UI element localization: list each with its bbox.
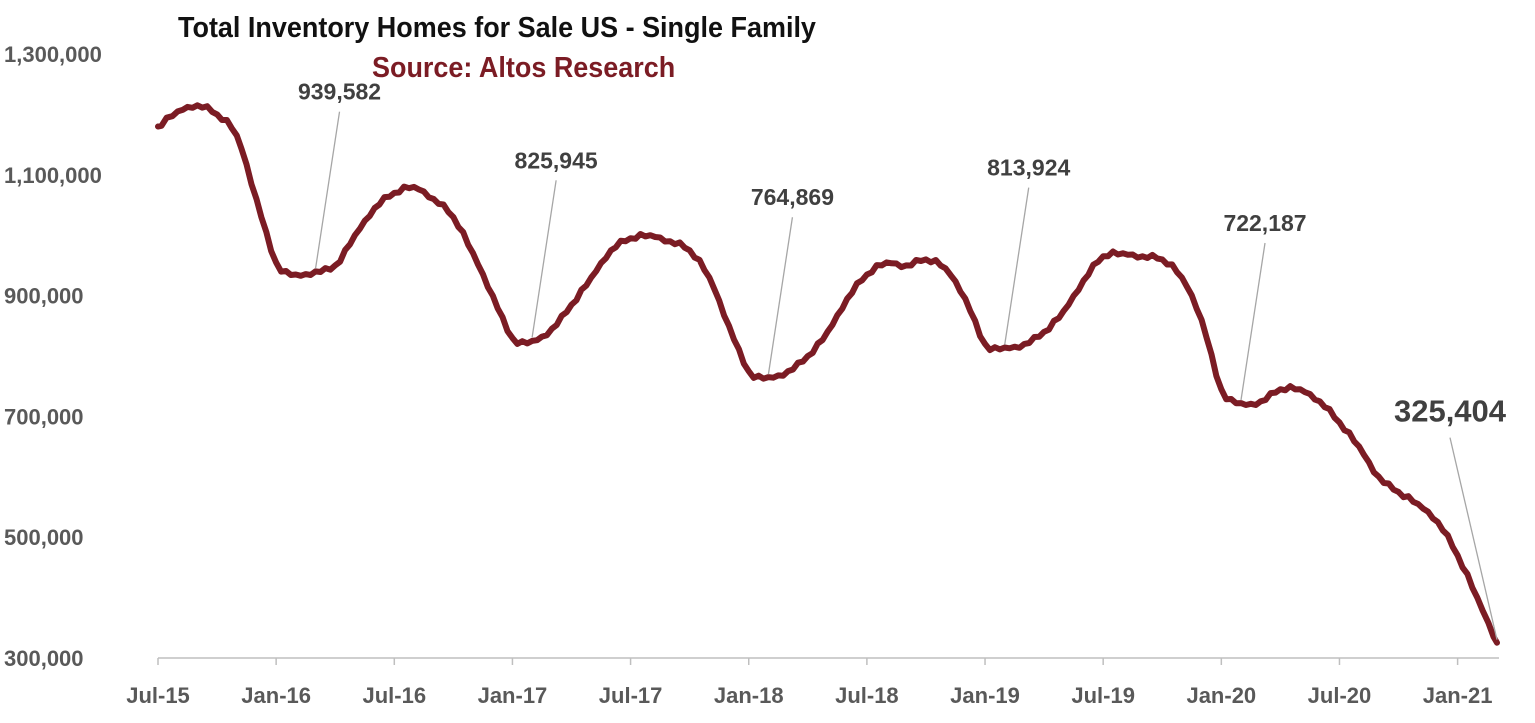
y-tick-label: 500,000 bbox=[4, 525, 84, 550]
chart-title: Total Inventory Homes for Sale US - Sing… bbox=[178, 12, 816, 44]
x-axis: Jul-15 Jan-16 Jul-16 Jan-17 Jul-17 Jan-18 Jul-… bbox=[126, 657, 1499, 708]
annotation-leader-line bbox=[314, 111, 341, 269]
y-axis: 300,000 500,000 700,000 900,000 1,100,000 1,3… bbox=[4, 42, 102, 671]
y-tick-label: 700,000 bbox=[4, 404, 84, 429]
annotation-leader-line bbox=[1004, 187, 1030, 345]
x-tick-label: Jan-19 bbox=[950, 683, 1020, 708]
plot-area bbox=[155, 102, 1500, 646]
annotation-leader-line bbox=[531, 180, 557, 338]
annotation-label: 825,945 bbox=[515, 147, 598, 173]
annotation-label: 722,187 bbox=[1223, 210, 1306, 236]
annotation-leader-line bbox=[1449, 437, 1498, 640]
x-tick-label: Jul-15 bbox=[126, 683, 190, 708]
x-tick-label: Jul-18 bbox=[835, 683, 899, 708]
series-line bbox=[155, 102, 1500, 646]
x-tick-label: Jul-19 bbox=[1071, 683, 1135, 708]
y-tick-label: 1,300,000 bbox=[4, 42, 102, 67]
annotation-leader-line bbox=[1240, 242, 1266, 401]
x-tick-label: Jul-16 bbox=[362, 683, 426, 708]
x-tick-label: Jan-16 bbox=[241, 683, 311, 708]
annotation-label: 939,582 bbox=[298, 79, 381, 105]
x-tick-label: Jan-21 bbox=[1423, 683, 1493, 708]
x-tick-label: Jan-18 bbox=[714, 683, 784, 708]
annotation-label: 325,404 bbox=[1394, 394, 1507, 429]
annotation-leader-line bbox=[767, 217, 794, 375]
annotation-label: 813,924 bbox=[987, 155, 1070, 181]
x-tick-label: Jan-20 bbox=[1186, 683, 1256, 708]
y-tick-label: 300,000 bbox=[4, 646, 84, 671]
x-tick-label: Jul-20 bbox=[1308, 683, 1372, 708]
annotation-label: 764,869 bbox=[751, 184, 834, 210]
x-tick-label: Jul-17 bbox=[599, 683, 663, 708]
y-tick-label: 1,100,000 bbox=[4, 163, 102, 188]
y-tick-label: 900,000 bbox=[4, 284, 84, 309]
x-tick-label: Jan-17 bbox=[478, 683, 548, 708]
chart-subtitle: Source: Altos Research bbox=[372, 52, 676, 84]
annotations: 939,582 825,945 764,869 813,924 722,187 325,4… bbox=[298, 79, 1507, 640]
